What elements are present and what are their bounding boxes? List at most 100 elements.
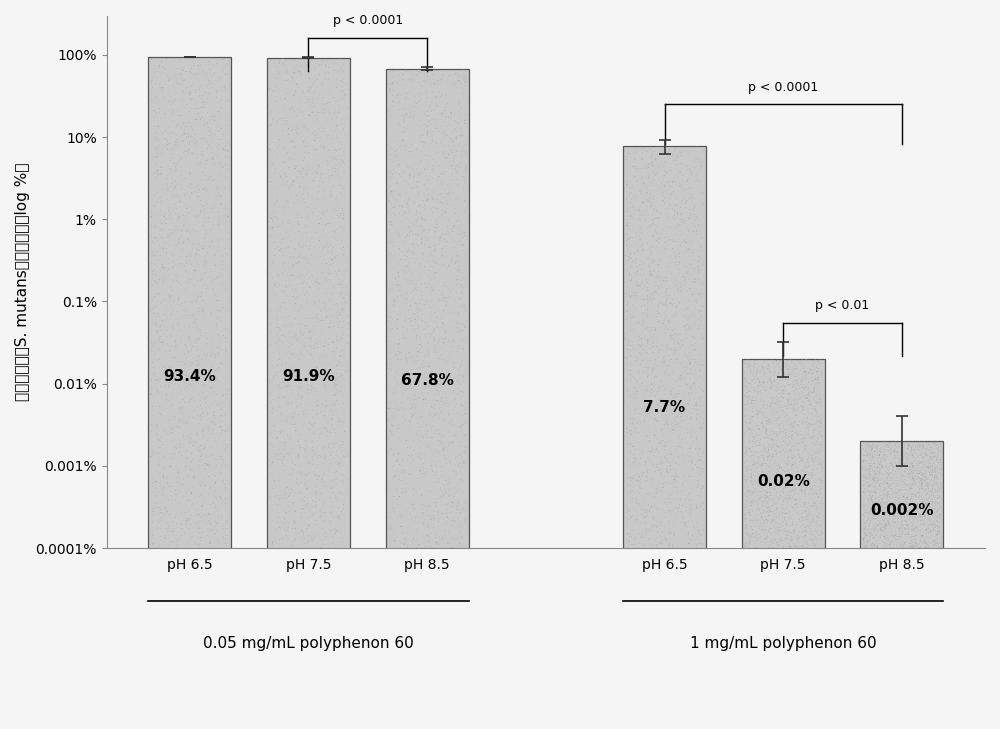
Point (776, 525, 792, 537)
Point (331, 434, 347, 446)
Point (423, 513, 439, 525)
Point (754, 357, 770, 369)
Point (268, 150, 284, 162)
Point (870, 445, 886, 457)
Point (744, 394, 760, 406)
Point (896, 466, 912, 477)
Point (185, 413, 201, 424)
Point (176, 364, 192, 376)
Point (618, 268, 634, 279)
Point (160, 96, 176, 108)
Point (899, 479, 915, 491)
Point (881, 486, 897, 497)
Point (396, 329, 412, 340)
Point (684, 530, 700, 542)
Point (148, 265, 164, 276)
Point (738, 518, 754, 530)
Point (758, 437, 774, 448)
Point (803, 472, 819, 483)
Point (188, 355, 204, 367)
Point (927, 439, 943, 451)
Point (657, 440, 673, 451)
Point (406, 84, 422, 95)
Point (180, 431, 196, 443)
Point (694, 187, 710, 198)
Point (305, 459, 321, 471)
Point (898, 465, 914, 477)
Point (926, 450, 942, 461)
Point (639, 338, 655, 349)
Point (308, 311, 324, 322)
Point (668, 308, 684, 319)
Point (263, 309, 279, 321)
Point (202, 517, 218, 529)
Point (812, 520, 828, 531)
Point (182, 88, 198, 100)
Point (170, 292, 186, 304)
Point (332, 106, 348, 117)
Point (908, 499, 924, 510)
Point (803, 498, 819, 510)
Point (695, 333, 711, 345)
Point (653, 192, 669, 203)
Point (388, 474, 404, 486)
Point (923, 526, 939, 538)
Point (412, 464, 428, 476)
Point (270, 511, 286, 523)
Point (917, 535, 933, 547)
Point (928, 487, 944, 499)
Point (634, 163, 650, 174)
Point (221, 128, 237, 140)
Point (916, 512, 932, 524)
Point (327, 351, 343, 363)
Point (263, 327, 279, 339)
Point (274, 130, 290, 142)
Point (183, 359, 199, 371)
Point (910, 520, 926, 531)
Point (784, 469, 800, 481)
Point (667, 152, 683, 164)
Point (640, 257, 656, 268)
Point (332, 94, 348, 106)
Point (796, 362, 812, 374)
Point (302, 453, 318, 464)
Point (808, 364, 824, 375)
Point (656, 451, 672, 462)
Point (781, 389, 797, 400)
Point (686, 276, 702, 287)
Point (424, 134, 440, 146)
Point (419, 397, 435, 408)
Point (167, 370, 183, 382)
Point (762, 367, 778, 378)
Point (662, 387, 678, 399)
Point (189, 235, 205, 247)
Point (800, 359, 816, 371)
Point (414, 380, 430, 391)
Point (658, 477, 674, 488)
Point (437, 112, 453, 123)
Point (272, 330, 288, 341)
Point (262, 324, 278, 336)
Point (311, 471, 327, 483)
Point (390, 363, 406, 375)
Point (871, 467, 887, 478)
Point (455, 533, 471, 545)
Point (635, 152, 651, 164)
Point (759, 377, 775, 389)
Point (192, 114, 208, 125)
Point (180, 512, 196, 523)
Point (299, 459, 315, 470)
Point (157, 396, 173, 408)
Point (405, 402, 421, 413)
Point (640, 231, 656, 243)
Point (910, 441, 926, 453)
Point (151, 453, 167, 464)
Point (876, 504, 892, 516)
Point (290, 104, 306, 116)
Point (421, 389, 437, 400)
Point (155, 468, 171, 480)
Point (183, 373, 199, 384)
Point (213, 438, 229, 450)
Point (207, 396, 223, 408)
Point (875, 477, 891, 489)
